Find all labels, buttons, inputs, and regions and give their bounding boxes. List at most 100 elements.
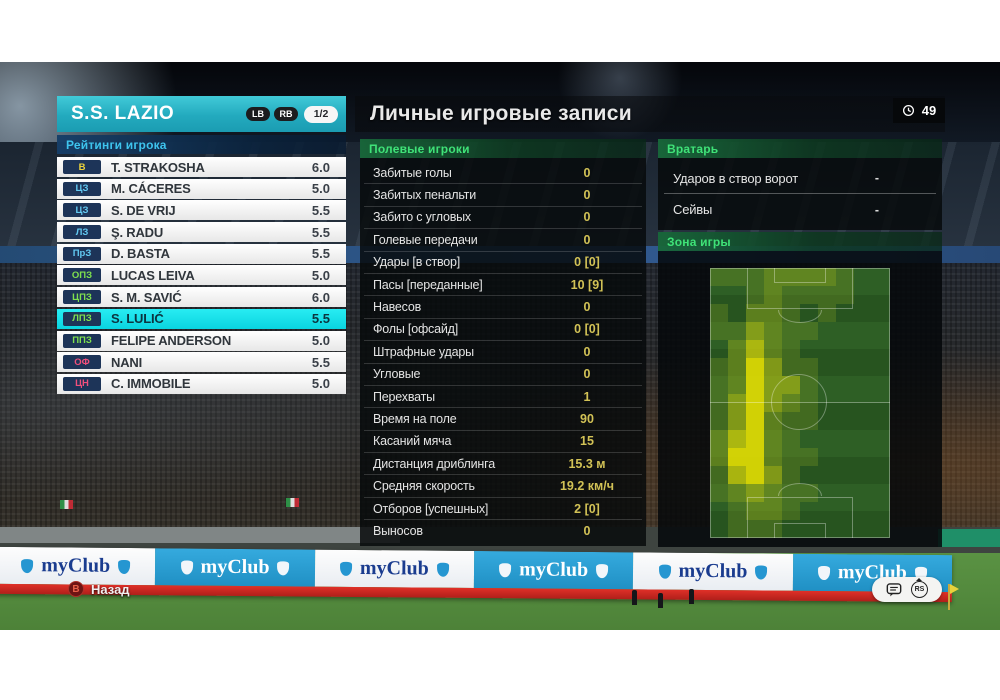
stat-row: Выносов 0	[364, 520, 642, 542]
player-rating: 5.0	[311, 181, 330, 197]
adboard-brand-text: myClub	[519, 558, 589, 581]
heat-cell	[764, 466, 782, 484]
stat-row: Дистанция дриблинга 15.3 м	[364, 453, 642, 476]
heat-cell	[746, 358, 764, 376]
heat-cell	[746, 268, 764, 286]
player-row[interactable]: В T. STRAKOSHA 6.0	[57, 157, 346, 177]
rb-button[interactable]: RB	[274, 107, 298, 121]
player-row[interactable]: ЛЗ Ş. RADU 5.5	[57, 222, 346, 243]
heat-cell	[728, 358, 746, 376]
player-row[interactable]: ОПЗ LUCAS LEIVA 5.0	[57, 265, 346, 286]
stat-label: Средняя скорость	[373, 479, 475, 494]
position-badge: ОПЗ	[63, 268, 101, 283]
heat-cell	[746, 502, 764, 520]
stat-label: Штрафные удары	[373, 344, 474, 359]
player-row[interactable]: ЦН C. IMMOBILE 5.0	[57, 373, 346, 394]
player-name: S. M. SAVIĆ	[111, 289, 182, 305]
stat-value: 10 [9]	[570, 277, 604, 292]
field-penalty-area-top	[747, 268, 853, 309]
stat-value: 15	[580, 434, 594, 449]
team-title: S.S. LAZIO	[71, 103, 175, 124]
heat-cell	[710, 304, 728, 322]
stat-row: Удары [в створ] 0 [0]	[364, 252, 642, 274]
heat-cell	[764, 448, 782, 466]
player-rating: 5.5	[311, 224, 330, 240]
stat-row: Пасы [переданные] 10 [9]	[364, 274, 642, 297]
stat-label: Голевые передачи	[373, 232, 478, 247]
stat-label: Навесов	[373, 300, 422, 315]
player-row[interactable]: ЛПЗ S. LULIĆ 5.5	[57, 308, 346, 329]
heat-cell	[782, 340, 800, 358]
player-row[interactable]: ПрЗ D. BASTA 5.5	[57, 243, 346, 264]
back-button[interactable]: B Назад	[68, 581, 130, 597]
heat-cell	[818, 304, 836, 322]
stat-row: Забитые голы 0	[364, 162, 642, 185]
player-row[interactable]: ЦЗ M. CÁCERES 5.0	[57, 178, 346, 199]
player-row[interactable]: ППЗ FELIPE ANDERSON 5.0	[57, 330, 346, 351]
player-row[interactable]: ЦПЗ S. M. SAVIĆ 6.0	[57, 287, 346, 308]
gamepad-b-icon: B	[68, 581, 84, 597]
heat-cell	[710, 430, 728, 448]
heat-cell	[728, 268, 746, 286]
adboard-brand-text: myClub	[200, 555, 270, 579]
game-frame: myClub myClub myClub myClub myClub myClub S.S…	[0, 62, 1000, 630]
field-goal-area-bottom	[774, 523, 826, 538]
player-name: M. CÁCERES	[111, 181, 191, 197]
stat-value: 0	[583, 524, 591, 539]
heat-cell	[710, 448, 728, 466]
heat-cell	[710, 376, 728, 394]
player-name: D. BASTA	[111, 246, 170, 262]
person-figure	[632, 590, 637, 605]
right-stick-icon[interactable]: RS	[911, 578, 928, 598]
heat-cell	[746, 376, 764, 394]
player-name: Ş. RADU	[111, 224, 164, 240]
myclub-shield-logo	[339, 561, 352, 576]
stat-label: Ударов в створ ворот	[673, 170, 798, 186]
stat-row: Голевые передачи 0	[364, 229, 642, 252]
heat-cell	[746, 448, 764, 466]
adboard-segment: myClub	[0, 546, 156, 586]
player-row[interactable]: ЦЗ S. DE VRIJ 5.5	[57, 200, 346, 221]
controls-pill: RS	[872, 577, 942, 602]
stat-row: Время на поле 90	[364, 408, 642, 431]
myclub-shield-logo	[21, 558, 34, 573]
stat-value: 0	[583, 188, 591, 203]
player-row[interactable]: ОФ NANI 5.5	[57, 352, 346, 373]
person-figure	[658, 593, 663, 608]
stat-label: Касаний мяча	[373, 434, 452, 449]
heat-cell	[728, 340, 746, 358]
field-border-line	[710, 268, 890, 538]
zone-heatmap-panel	[658, 251, 942, 547]
player-rating: 6.0	[311, 159, 330, 175]
heat-cell	[728, 430, 746, 448]
player-name: FELIPE ANDERSON	[111, 333, 232, 348]
player-rating: 6.0	[311, 289, 330, 305]
heat-cell	[782, 502, 800, 520]
stat-value: 0	[583, 232, 591, 247]
heat-cell	[800, 322, 818, 340]
heat-cell	[728, 466, 746, 484]
stat-label: Забитых пенальти	[373, 188, 476, 203]
lb-button[interactable]: LB	[246, 107, 270, 121]
heat-cell	[728, 394, 746, 412]
position-badge: ЛЗ	[63, 225, 101, 240]
player-name: T. STRAKOSHA	[111, 159, 205, 175]
heat-cell	[764, 502, 782, 520]
stat-row: Штрафные удары 0	[364, 341, 642, 364]
stat-row: Касаний мяча 15	[364, 431, 642, 454]
stat-label: Перехваты	[373, 389, 435, 404]
chat-icon[interactable]	[886, 582, 902, 597]
heat-cell	[782, 358, 800, 376]
field-penalty-area-bottom	[747, 497, 853, 538]
gk-stat-row: Сейвы -	[664, 194, 936, 225]
clock-value: 49	[921, 103, 937, 118]
heat-cell	[800, 268, 818, 286]
heat-cell	[746, 394, 764, 412]
heat-cell	[764, 268, 782, 286]
heat-cell	[728, 448, 746, 466]
myclub-shield-logo	[499, 562, 512, 577]
adboard-brand-text: myClub	[359, 557, 429, 580]
adboard-segment: myClub	[314, 549, 475, 588]
stat-value: 0 [0]	[574, 255, 600, 270]
back-label: Назад	[91, 581, 130, 597]
